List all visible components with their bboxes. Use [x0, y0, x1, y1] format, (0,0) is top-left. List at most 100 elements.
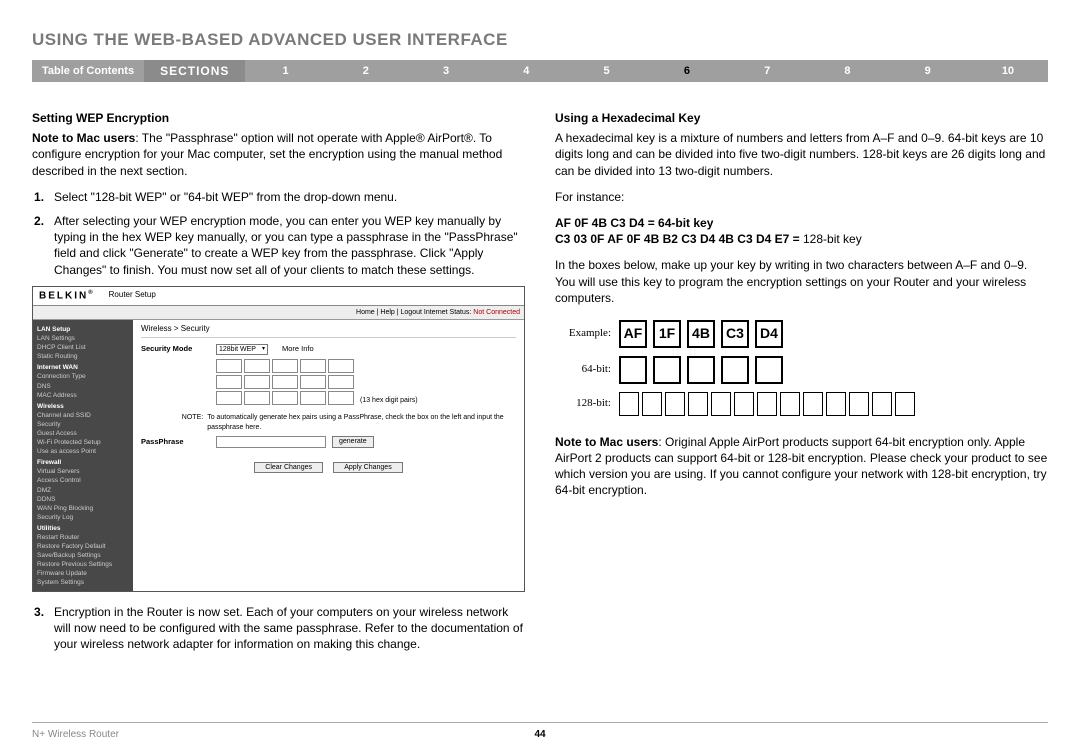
hex-box[interactable] — [803, 392, 823, 416]
hex-box[interactable] — [665, 392, 685, 416]
apply-changes-button[interactable]: Apply Changes — [333, 462, 402, 473]
hex-box[interactable] — [687, 356, 715, 384]
hex-box[interactable] — [688, 392, 708, 416]
sidebar-item[interactable]: Restart Router — [37, 533, 129, 542]
internet-status: Not Connected — [473, 309, 520, 316]
hex-cell[interactable] — [272, 391, 298, 405]
hex-box[interactable] — [849, 392, 869, 416]
hex-cell[interactable] — [328, 359, 354, 373]
nav-section-2[interactable]: 2 — [326, 65, 406, 77]
hex-box: 1F — [653, 320, 681, 348]
hex-cell[interactable] — [216, 375, 242, 389]
hex-cell[interactable] — [300, 391, 326, 405]
sidebar-item[interactable]: Virtual Servers — [37, 467, 129, 476]
hex-box[interactable] — [642, 392, 662, 416]
hex-box[interactable] — [872, 392, 892, 416]
note-prefix: NOTE: — [141, 413, 207, 432]
sidebar-item[interactable]: DNS — [37, 382, 129, 391]
hex-box: D4 — [755, 320, 783, 348]
sidebar-item[interactable]: DMZ — [37, 486, 129, 495]
hex-cell[interactable] — [244, 375, 270, 389]
step-1: Select "128-bit WEP" or "64-bit WEP" fro… — [32, 189, 525, 205]
clear-changes-button[interactable]: Clear Changes — [254, 462, 323, 473]
sidebar-item[interactable]: DHCP Client List — [37, 343, 129, 352]
sidebar-item[interactable]: Security — [37, 420, 129, 429]
sidebar-item[interactable]: Access Control — [37, 476, 129, 485]
hex-cell[interactable] — [244, 359, 270, 373]
hex-box: 4B — [687, 320, 715, 348]
row-128-label: 128-bit: — [555, 396, 611, 411]
sidebar-item[interactable]: WAN Ping Blocking — [37, 504, 129, 513]
nav-section-7[interactable]: 7 — [727, 65, 807, 77]
hex-cell[interactable] — [216, 359, 242, 373]
sidebar-item[interactable]: Firmware Update — [37, 569, 129, 578]
page-title: USING THE WEB-BASED ADVANCED USER INTERF… — [32, 30, 1048, 50]
hex-box[interactable] — [755, 356, 783, 384]
hex-cell[interactable] — [328, 391, 354, 405]
sidebar-item[interactable]: System Settings — [37, 578, 129, 587]
hex-box: AF — [619, 320, 647, 348]
hex-cell[interactable] — [272, 359, 298, 373]
sidebar-item[interactable]: Channel and SSID — [37, 411, 129, 420]
hex-cell[interactable] — [328, 375, 354, 389]
hex-cell[interactable] — [300, 359, 326, 373]
generate-button[interactable]: generate — [332, 436, 374, 447]
hex-cell[interactable] — [300, 375, 326, 389]
sidebar-item[interactable]: MAC Address — [37, 391, 129, 400]
sidebar-item[interactable]: LAN Settings — [37, 334, 129, 343]
nav-section-3[interactable]: 3 — [406, 65, 486, 77]
nav-section-10[interactable]: 10 — [968, 65, 1048, 77]
sidebar-item[interactable]: Static Routing — [37, 352, 129, 361]
sidebar-section: Utilities — [37, 524, 129, 533]
hex-box[interactable] — [826, 392, 846, 416]
hex-intro: A hexadecimal key is a mixture of number… — [555, 130, 1048, 179]
left-column: Setting WEP Encryption Note to Mac users… — [32, 110, 525, 660]
nav-section-6[interactable]: 6 — [647, 65, 727, 77]
sidebar-item[interactable]: Save/Backup Settings — [37, 551, 129, 560]
section-navbar: Table of Contents SECTIONS 12345678910 — [32, 60, 1048, 82]
hex-box[interactable] — [619, 356, 647, 384]
sidebar-item[interactable]: Restore Factory Default — [37, 542, 129, 551]
mac-note-2: Note to Mac users: Original Apple AirPor… — [555, 434, 1048, 499]
hex-box[interactable] — [711, 392, 731, 416]
hex-box[interactable] — [721, 356, 749, 384]
hex-grid-note: (13 hex digit pairs) — [360, 396, 418, 405]
right-heading: Using a Hexadecimal Key — [555, 110, 1048, 126]
row-64-label: 64-bit: — [555, 362, 611, 377]
key-128-example: C3 03 0F AF 0F 4B B2 C3 D4 4B C3 D4 E7 =… — [555, 231, 1048, 247]
sidebar-section: Firewall — [37, 458, 129, 467]
for-instance: For instance: — [555, 189, 1048, 205]
sidebar-item[interactable]: Security Log — [37, 513, 129, 522]
nav-section-9[interactable]: 9 — [888, 65, 968, 77]
hex-key-grid[interactable] — [216, 359, 354, 405]
sidebar-item[interactable]: Connection Type — [37, 372, 129, 381]
nav-section-8[interactable]: 8 — [807, 65, 887, 77]
sidebar-item[interactable]: Wi-Fi Protected Setup — [37, 438, 129, 447]
sidebar-item[interactable]: Restore Previous Settings — [37, 560, 129, 569]
hex-box[interactable] — [780, 392, 800, 416]
sidebar-item[interactable]: Guest Access — [37, 429, 129, 438]
left-heading: Setting WEP Encryption — [32, 110, 525, 126]
nav-section-5[interactable]: 5 — [566, 65, 646, 77]
security-mode-select[interactable]: 128bit WEP▾ — [216, 344, 268, 355]
hex-box[interactable] — [734, 392, 754, 416]
hex-cell[interactable] — [244, 391, 270, 405]
hex-cell[interactable] — [216, 391, 242, 405]
nav-section-4[interactable]: 4 — [486, 65, 566, 77]
hex-box[interactable] — [653, 356, 681, 384]
hex-cell[interactable] — [272, 375, 298, 389]
hex-key-boxes: Example: AF1F4BC3D4 64-bit: 128-bit: — [555, 320, 1048, 416]
step-2: After selecting your WEP encryption mode… — [32, 213, 525, 278]
more-info-link[interactable]: More Info — [282, 344, 314, 354]
belkin-logo: BELKIN® — [39, 289, 95, 303]
sidebar-item[interactable]: Use as access Point — [37, 447, 129, 456]
note-label: Note to Mac users — [32, 131, 135, 145]
hex-box[interactable] — [757, 392, 777, 416]
sections-label: SECTIONS — [144, 60, 245, 82]
toc-link[interactable]: Table of Contents — [32, 65, 144, 77]
nav-section-1[interactable]: 1 — [245, 65, 325, 77]
sidebar-item[interactable]: DDNS — [37, 495, 129, 504]
hex-box[interactable] — [619, 392, 639, 416]
passphrase-input[interactable] — [216, 436, 326, 448]
hex-box[interactable] — [895, 392, 915, 416]
